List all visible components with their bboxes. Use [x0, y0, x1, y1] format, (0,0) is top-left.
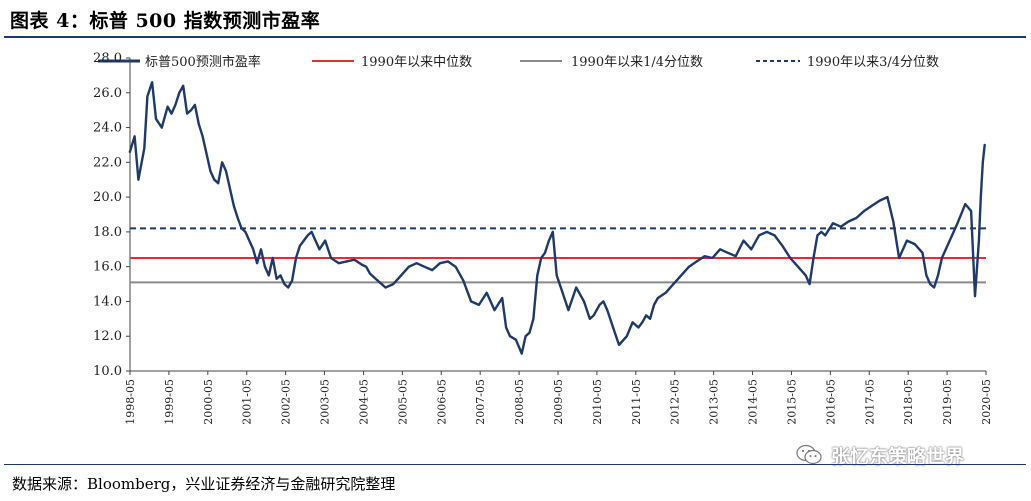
- source-note: 数据来源：Bloomberg，兴业证券经济与金融研究院整理: [12, 475, 396, 493]
- watermark: 张忆东策略世界: [795, 440, 964, 470]
- axes: 10.0 12.0 14.0 16.0 18.0 20.0 22.0 24.0 26.0 28.0…: [93, 51, 993, 425]
- x-tick-label: 2013-05: [708, 379, 721, 425]
- x-tick-label: 2016-05: [824, 379, 837, 425]
- x-tick-label: 2015-05: [785, 379, 798, 425]
- y-tick-label: 14.0: [93, 294, 122, 309]
- y-tick-label: 26.0: [93, 86, 122, 101]
- x-tick-label: 2004-05: [357, 379, 370, 425]
- x-tick-label: 2020-05: [980, 379, 993, 425]
- x-tick-label: 2018-05: [902, 379, 915, 425]
- x-tick-label: 2011-05: [630, 379, 643, 425]
- x-tick-label: 2008-05: [513, 379, 526, 425]
- legend-label-median: 1990年以来中位数: [361, 55, 472, 70]
- x-tick-label: 2010-05: [591, 379, 604, 425]
- series-line-pe: [128, 81, 986, 355]
- x-tick-label: 2001-05: [241, 379, 254, 425]
- legend-label-q1: 1990年以来1/4分位数: [571, 55, 703, 70]
- title-bar: 图表 4：标普 500 指数预测市盈率: [4, 2, 1026, 38]
- watermark-text: 张忆东策略世界: [831, 445, 965, 468]
- wechat-icon: [796, 444, 822, 465]
- footer: 数据来源：Bloomberg，兴业证券经济与金融研究院整理: [4, 464, 1026, 499]
- y-tick-label: 12.0: [93, 329, 122, 344]
- x-tick-label: 1998-05: [124, 379, 137, 425]
- x-tick-label: 2012-05: [669, 379, 682, 425]
- x-tick-label: 2007-05: [474, 379, 487, 425]
- x-tick-label: 2006-05: [435, 379, 448, 425]
- x-tick-label: 2017-05: [863, 379, 876, 425]
- x-tick-label: 2000-05: [202, 379, 215, 425]
- y-tick-label: 20.0: [93, 190, 122, 205]
- x-tick-label: 1999-05: [163, 379, 176, 425]
- y-tick-label: 24.0: [93, 121, 122, 136]
- x-tick-label: 2005-05: [396, 379, 409, 425]
- y-tick-label: 18.0: [93, 225, 122, 240]
- y-tick-label: 28.0: [93, 51, 122, 66]
- legend-label-q3: 1990年以来3/4分位数: [807, 55, 939, 70]
- x-tick-label: 2009-05: [552, 379, 565, 425]
- legend-label-series: 标普500预测市盈率: [145, 54, 261, 70]
- figure-title: 图表 4：标普 500 指数预测市盈率: [10, 10, 321, 32]
- pe-chart: 标普500预测市盈率 1990年以来中位数 1990年以来1/4分位数 1990…: [93, 51, 993, 425]
- x-tick-label: 2003-05: [319, 379, 332, 425]
- plot-area: [128, 81, 986, 355]
- y-tick-label: 22.0: [93, 155, 122, 170]
- y-tick-label: 16.0: [93, 260, 122, 275]
- y-tick-label: 10.0: [93, 364, 122, 379]
- legend: 标普500预测市盈率 1990年以来中位数 1990年以来1/4分位数 1990…: [98, 54, 939, 70]
- x-tick-label: 2019-05: [941, 379, 954, 425]
- x-tick-label: 2014-05: [747, 379, 760, 425]
- x-tick-label: 2002-05: [280, 379, 293, 425]
